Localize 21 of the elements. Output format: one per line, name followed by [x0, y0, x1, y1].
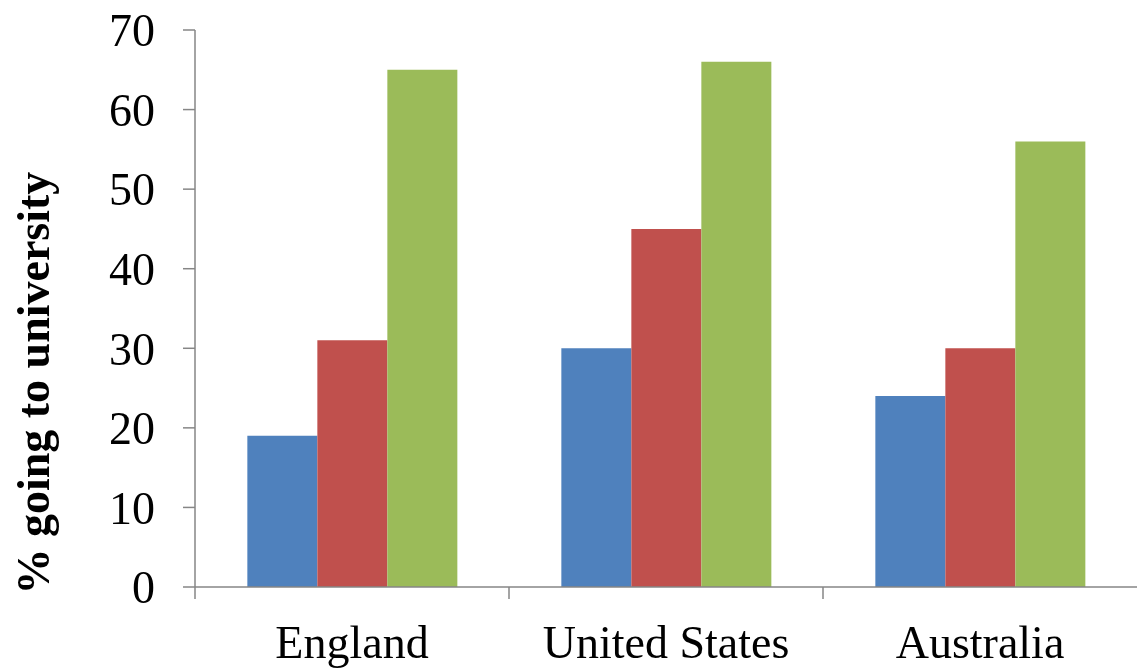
bar — [631, 228, 702, 587]
x-tick-label: United States — [542, 617, 790, 668]
y-tick-label: 20 — [109, 403, 155, 455]
bar — [1015, 141, 1086, 587]
bar — [875, 396, 946, 587]
bar — [561, 348, 632, 587]
bar — [701, 61, 772, 587]
y-tick-label: 60 — [109, 84, 155, 136]
y-tick-label: 50 — [109, 164, 155, 216]
y-tick-label: 40 — [109, 244, 155, 296]
bar — [945, 348, 1016, 587]
x-tick-label: Australia — [895, 617, 1065, 668]
bar — [247, 435, 318, 587]
y-tick-label: 10 — [109, 482, 155, 534]
y-tick-label: 70 — [109, 5, 155, 57]
y-tick-label: 0 — [132, 562, 155, 614]
y-axis-title: % going to university — [7, 171, 59, 595]
y-tick-label: 30 — [109, 323, 155, 375]
x-tick-label: England — [275, 617, 429, 668]
bar — [387, 69, 458, 587]
bar — [317, 340, 388, 587]
